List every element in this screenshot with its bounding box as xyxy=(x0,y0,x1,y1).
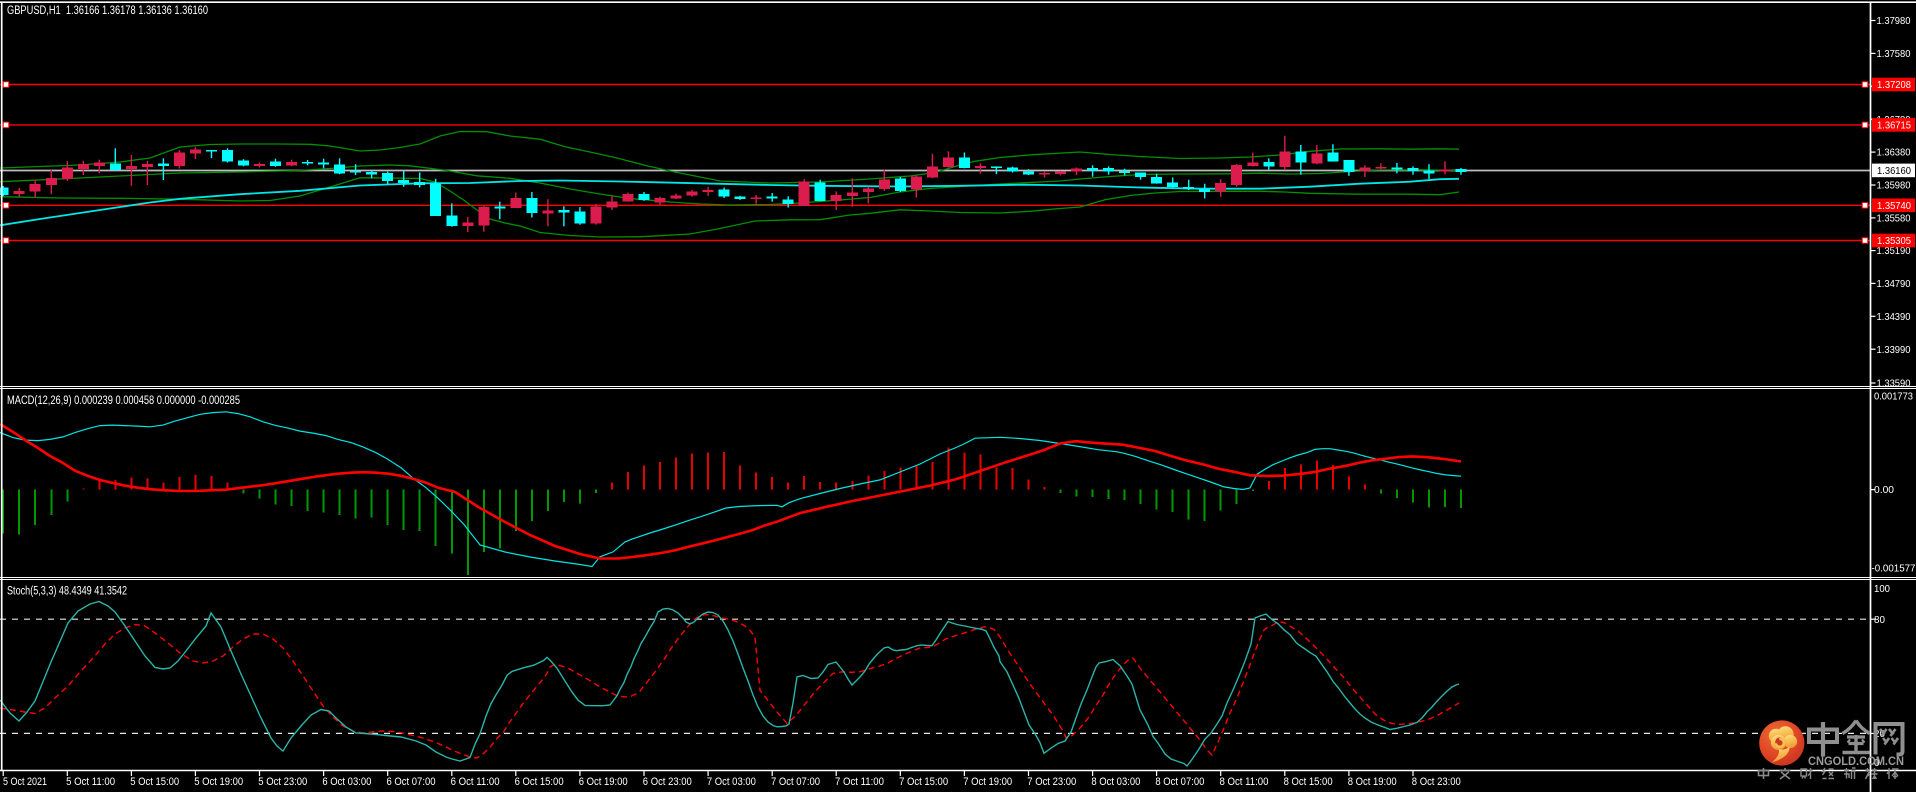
svg-text:1.33590: 1.33590 xyxy=(1877,379,1911,390)
svg-text:7 Oct 07:00: 7 Oct 07:00 xyxy=(771,776,820,788)
svg-text:5 Oct 11:00: 5 Oct 11:00 xyxy=(66,776,115,788)
svg-text:-0.001577: -0.001577 xyxy=(1872,564,1916,575)
svg-text:5 Oct 15:00: 5 Oct 15:00 xyxy=(130,776,179,788)
svg-text:CNGOLD.COM.CN: CNGOLD.COM.CN xyxy=(1808,754,1904,768)
svg-text:0: 0 xyxy=(1874,758,1880,769)
svg-text:1.34390: 1.34390 xyxy=(1877,312,1911,323)
svg-text:Stoch(5,3,3) 48.4349 41.3542: Stoch(5,3,3) 48.4349 41.3542 xyxy=(7,584,127,598)
svg-text:5 Oct 19:00: 5 Oct 19:00 xyxy=(194,776,243,788)
svg-text:8 Oct 07:00: 8 Oct 07:00 xyxy=(1155,776,1204,788)
svg-text:8 Oct 15:00: 8 Oct 15:00 xyxy=(1284,776,1333,788)
svg-text:7 Oct 23:00: 7 Oct 23:00 xyxy=(1027,776,1076,788)
svg-text:1.35580: 1.35580 xyxy=(1877,214,1911,225)
svg-text:1.36380: 1.36380 xyxy=(1877,148,1911,159)
svg-text:20: 20 xyxy=(1874,729,1885,740)
svg-text:1.37208: 1.37208 xyxy=(1877,80,1911,91)
svg-text:8 Oct 23:00: 8 Oct 23:00 xyxy=(1412,776,1461,788)
svg-text:8 Oct 19:00: 8 Oct 19:00 xyxy=(1348,776,1397,788)
svg-text:1.35190: 1.35190 xyxy=(1877,246,1911,257)
svg-text:1.36715: 1.36715 xyxy=(1877,121,1911,132)
svg-text:1.35980: 1.35980 xyxy=(1877,181,1911,192)
svg-text:1.34790: 1.34790 xyxy=(1877,279,1911,290)
svg-text:6 Oct 19:00: 6 Oct 19:00 xyxy=(579,776,628,788)
svg-text:0.001773: 0.001773 xyxy=(1874,392,1913,403)
svg-text:1.33990: 1.33990 xyxy=(1877,345,1911,356)
svg-text:6 Oct 11:00: 6 Oct 11:00 xyxy=(451,776,500,788)
svg-text:7 Oct 19:00: 7 Oct 19:00 xyxy=(963,776,1012,788)
svg-text:6 Oct 15:00: 6 Oct 15:00 xyxy=(515,776,564,788)
svg-text:6 Oct 23:00: 6 Oct 23:00 xyxy=(643,776,692,788)
svg-text:7 Oct 11:00: 7 Oct 11:00 xyxy=(835,776,884,788)
svg-text:6 Oct 07:00: 6 Oct 07:00 xyxy=(387,776,436,788)
svg-text:1.36160: 1.36160 xyxy=(1877,166,1911,177)
svg-text:80: 80 xyxy=(1874,615,1885,626)
svg-text:1.37580: 1.37580 xyxy=(1877,49,1911,60)
svg-text:MACD(12,26,9) 0.000239 0.00045: MACD(12,26,9) 0.000239 0.000458 0.000000… xyxy=(7,393,240,407)
svg-text:5 Oct 23:00: 5 Oct 23:00 xyxy=(258,776,307,788)
svg-text:8 Oct 11:00: 8 Oct 11:00 xyxy=(1220,776,1269,788)
svg-text:1.37980: 1.37980 xyxy=(1877,16,1911,27)
svg-text:7 Oct 15:00: 7 Oct 15:00 xyxy=(899,776,948,788)
svg-text:100: 100 xyxy=(1874,584,1890,595)
svg-text:0.00: 0.00 xyxy=(1874,485,1894,496)
svg-text:6 Oct 03:00: 6 Oct 03:00 xyxy=(322,776,371,788)
svg-text:5 Oct 2021: 5 Oct 2021 xyxy=(3,776,47,788)
svg-text:GBPUSD,H1 1.36166 1.36178 1.3: GBPUSD,H1 1.36166 1.36178 1.36136 1.3616… xyxy=(7,3,208,17)
svg-text:1.35305: 1.35305 xyxy=(1877,236,1911,247)
svg-text:7 Oct 03:00: 7 Oct 03:00 xyxy=(707,776,756,788)
svg-text:8 Oct 03:00: 8 Oct 03:00 xyxy=(1091,776,1140,788)
svg-text:1.35740: 1.35740 xyxy=(1877,201,1911,212)
